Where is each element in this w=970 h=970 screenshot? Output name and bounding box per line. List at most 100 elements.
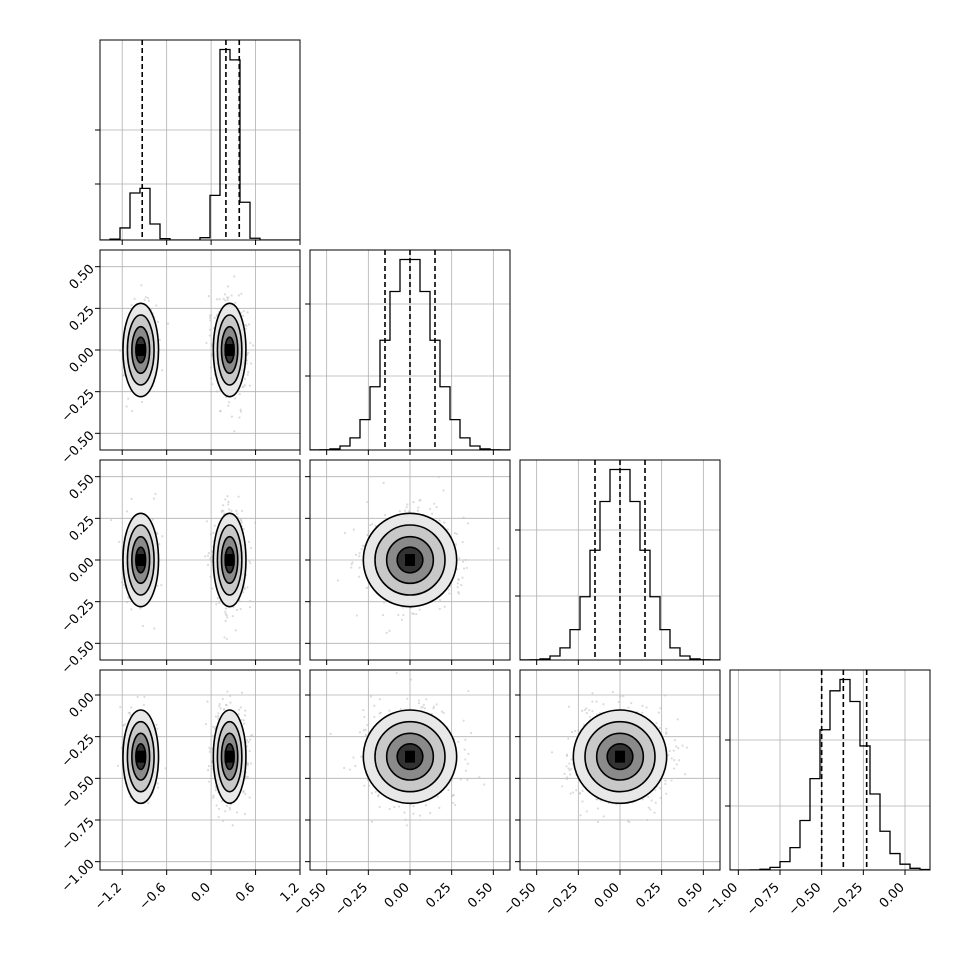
scatter-point <box>246 763 249 767</box>
scatter-point <box>570 730 574 734</box>
scatter-point <box>209 556 212 560</box>
scatter-point <box>673 759 676 762</box>
scatter-point <box>243 586 246 589</box>
scatter-point <box>385 631 388 634</box>
scatter-point <box>140 400 144 404</box>
scatter-point <box>217 807 221 811</box>
scatter-point <box>239 408 242 411</box>
scatter-point <box>388 709 391 712</box>
scatter-point <box>461 541 464 544</box>
scatter-point <box>240 509 244 512</box>
x-tick-label-p1-3: 0.6 <box>233 880 258 905</box>
scatter-point <box>402 613 405 617</box>
scatter-point <box>367 784 371 787</box>
scatter-point <box>400 707 403 711</box>
scatter-point <box>147 296 150 300</box>
scatter-point <box>358 555 361 558</box>
scatter-point <box>670 757 673 760</box>
scatter-point <box>226 495 229 498</box>
scatter-point <box>578 792 582 795</box>
scatter-point <box>212 796 215 799</box>
scatter-point <box>429 811 432 815</box>
scatter-point <box>212 725 215 728</box>
scatter-point <box>122 584 125 587</box>
scatter-point <box>497 547 500 550</box>
scatter-point <box>225 637 229 641</box>
scatter-point <box>362 729 366 732</box>
scatter-point <box>622 694 625 698</box>
contour-1 <box>216 314 243 386</box>
contour-2 <box>595 732 645 781</box>
scatter-point <box>446 528 449 531</box>
scatter-point <box>370 820 374 823</box>
scatter-point <box>417 699 421 702</box>
scatter-point <box>224 299 227 302</box>
scatter-point <box>156 584 159 587</box>
contour-1 <box>126 524 155 596</box>
scatter-point <box>215 603 218 606</box>
y-tick-label-p4-4: 0.00 <box>67 690 98 721</box>
density-peak <box>405 750 415 763</box>
scatter-point <box>438 519 441 522</box>
scatter-point <box>665 727 668 730</box>
scatter-point <box>248 796 251 799</box>
scatter-point <box>224 610 227 613</box>
scatter-point <box>352 528 355 531</box>
scatter-point <box>409 678 413 681</box>
scatter-point <box>373 704 376 707</box>
scatter-point <box>378 698 381 701</box>
scatter-point <box>648 656 650 658</box>
scatter-point <box>226 690 229 693</box>
scatter-point <box>464 758 467 761</box>
panel-frame <box>99 249 301 451</box>
scatter-point <box>641 798 644 801</box>
scatter-point <box>223 708 226 711</box>
scatter-point <box>437 475 440 478</box>
scatter-point <box>242 309 245 313</box>
scatter-point <box>143 695 146 699</box>
scatter-point <box>420 706 423 709</box>
scatter-point <box>428 507 432 511</box>
scatter-point <box>360 547 363 551</box>
scatter-point <box>411 612 414 615</box>
scatter-point <box>235 608 239 612</box>
scatter-point <box>397 613 400 617</box>
scatter-point <box>418 499 421 502</box>
scatter-point <box>209 366 212 369</box>
scatter-point <box>685 746 689 749</box>
scatter-point <box>234 629 237 632</box>
scatter-point <box>247 323 251 326</box>
scatter-point <box>565 777 569 781</box>
scatter-point <box>575 789 578 792</box>
scatter-point <box>224 810 227 813</box>
scatter-point <box>653 811 656 814</box>
scatter-point <box>207 764 210 768</box>
panel-frame <box>729 669 931 871</box>
scatter-point <box>456 582 459 585</box>
scatter-point <box>467 752 470 756</box>
scatter-point <box>412 805 415 808</box>
scatter-point <box>650 799 653 802</box>
scatter-point <box>143 298 146 301</box>
scatter-point <box>457 577 460 581</box>
scatter-point <box>664 782 667 786</box>
scatter-point <box>231 824 234 827</box>
scatter-point <box>226 298 229 302</box>
x-tick-label-p3-0: −0.50 <box>501 880 540 919</box>
scatter-point <box>412 501 415 504</box>
scatter-point <box>242 789 245 793</box>
panel-plot-area <box>310 250 510 450</box>
scatter-point <box>655 722 658 725</box>
scatter-point <box>357 575 361 578</box>
scatter-point <box>246 311 249 314</box>
scatter-point <box>139 607 142 610</box>
scatter-point <box>218 705 221 708</box>
scatter-point <box>442 489 445 492</box>
scatter-point <box>664 732 668 735</box>
scatter-point <box>141 624 144 628</box>
scatter-point <box>329 732 332 735</box>
scatter-point <box>588 709 591 712</box>
scatter-point <box>213 316 216 320</box>
scatter-point <box>654 789 657 792</box>
scatter-point <box>435 703 438 706</box>
